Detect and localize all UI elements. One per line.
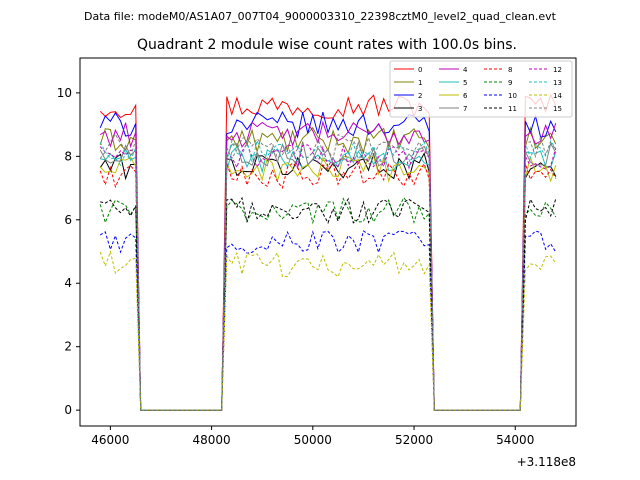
legend-label: 15 (553, 105, 562, 113)
x-axis: 46000 48000 50000 52000 54000 (91, 426, 534, 447)
legend-label: 10 (508, 92, 517, 100)
series-line-3 (99, 152, 557, 411)
y-tick-label: 6 (64, 213, 72, 227)
x-offset-label: +3.118e8 (517, 455, 576, 469)
x-tick-label: 46000 (91, 433, 129, 447)
y-tick-label: 0 (64, 403, 72, 417)
series-line-12 (99, 142, 557, 411)
axes-frame (79, 57, 577, 427)
legend-label: 5 (463, 79, 467, 87)
legend-label: 13 (553, 79, 562, 87)
legend-label: 1 (418, 79, 422, 87)
series-line-9 (99, 196, 557, 411)
y-tick-label: 8 (64, 149, 72, 163)
legend-label: 14 (553, 92, 562, 100)
legend-label: 4 (463, 66, 468, 74)
x-tick-label: 54000 (496, 433, 534, 447)
y-tick-label: 2 (64, 340, 72, 354)
chart-title: Quadrant 2 module wise count rates with … (137, 37, 517, 53)
legend-label: 6 (463, 92, 468, 100)
y-tick-label: 4 (64, 276, 72, 290)
series-line-7 (99, 140, 557, 411)
series-line-13 (99, 138, 557, 411)
legend-label: 9 (508, 79, 512, 87)
series-line-15 (99, 133, 557, 411)
legend-label: 8 (508, 66, 512, 74)
y-axis: 0 2 4 6 8 10 (57, 86, 80, 417)
legend-box (389, 60, 573, 118)
series-line-8 (99, 161, 557, 411)
series-line-0 (99, 93, 557, 411)
series-line-6 (99, 155, 557, 411)
y-tick-label: 10 (57, 86, 72, 100)
series-line-14 (99, 249, 557, 411)
series-line-11 (100, 196, 557, 411)
series-line-5 (100, 146, 557, 411)
plot-lines (99, 93, 557, 411)
legend-label: 7 (463, 105, 467, 113)
legend-label: 2 (418, 92, 422, 100)
legend-label: 11 (508, 105, 517, 113)
series-line-10 (99, 230, 557, 411)
x-tick-label: 50000 (294, 433, 332, 447)
x-tick-label: 48000 (192, 433, 230, 447)
legend-label: 3 (418, 105, 422, 113)
suptitle: Data file: modeM0/AS1A07_007T04_90000033… (84, 10, 557, 23)
x-tick-label: 52000 (395, 433, 433, 447)
legend-label: 12 (553, 66, 562, 74)
series-line-2 (99, 110, 557, 411)
legend-label: 0 (418, 66, 422, 74)
